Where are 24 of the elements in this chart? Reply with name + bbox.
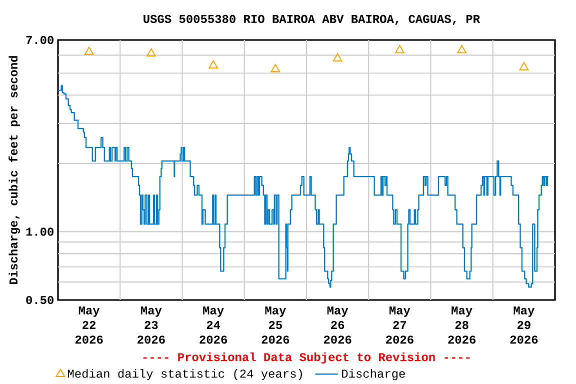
point bbox=[457, 45, 466, 54]
x-tick-label: May 25 2026 bbox=[262, 306, 290, 344]
legend-label: Discharge bbox=[342, 368, 405, 380]
chart-title: USGS 50055380 RIO BAIROA ABV BAIROA, CAGUAS, PR bbox=[144, 14, 480, 26]
x-tick-label: May 28 2026 bbox=[448, 306, 476, 344]
y-axis-title: Discharge, cubic feet per second bbox=[8, 56, 20, 284]
y-tick-label: 0.50 bbox=[26, 296, 54, 304]
point bbox=[208, 60, 218, 68]
point bbox=[146, 48, 156, 56]
x-tick-label: May 23 2026 bbox=[138, 306, 165, 344]
y-tick-label: 7.00 bbox=[26, 36, 54, 44]
x-tick-label: May 27 2026 bbox=[386, 306, 414, 344]
x-tick-label: May 26 2026 bbox=[324, 306, 352, 344]
point bbox=[395, 45, 404, 54]
legend-label: Median daily statistic (24 years) bbox=[68, 368, 302, 380]
x-tick-label: May 24 2026 bbox=[200, 306, 228, 344]
text: ---- Provisional Data Subject to Revision ---- bbox=[143, 352, 470, 364]
y-tick-label: 1.00 bbox=[26, 228, 54, 236]
point bbox=[84, 46, 94, 55]
x-tick-label: May 29 2026 bbox=[510, 306, 538, 344]
point bbox=[270, 64, 280, 72]
x-tick-label: May 22 2026 bbox=[75, 306, 103, 344]
point bbox=[519, 62, 529, 70]
point bbox=[332, 53, 342, 62]
